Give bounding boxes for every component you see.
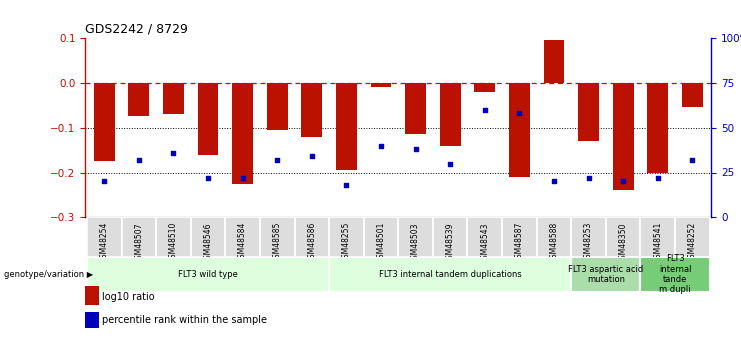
FancyBboxPatch shape: [329, 257, 571, 292]
Point: [582, 175, 594, 181]
Text: GSM48255: GSM48255: [342, 222, 351, 264]
Text: GSM48503: GSM48503: [411, 222, 420, 264]
Bar: [578, 83, 599, 141]
FancyBboxPatch shape: [468, 217, 502, 257]
FancyBboxPatch shape: [433, 217, 468, 257]
Point: [686, 157, 698, 163]
Text: GSM48252: GSM48252: [688, 222, 697, 263]
Bar: [613, 83, 634, 190]
Text: GSM48543: GSM48543: [480, 222, 489, 264]
Bar: [232, 83, 253, 184]
Text: GSM48501: GSM48501: [376, 222, 385, 264]
Text: GSM48586: GSM48586: [308, 222, 316, 264]
Bar: [544, 40, 565, 83]
Point: [236, 175, 248, 181]
Text: GSM48507: GSM48507: [134, 222, 143, 264]
FancyBboxPatch shape: [398, 217, 433, 257]
Point: [306, 154, 318, 159]
Text: GSM48588: GSM48588: [550, 222, 559, 263]
FancyBboxPatch shape: [87, 257, 329, 292]
FancyBboxPatch shape: [329, 217, 364, 257]
Point: [202, 175, 214, 181]
FancyBboxPatch shape: [675, 217, 710, 257]
Point: [340, 182, 352, 188]
Bar: [267, 83, 288, 130]
Text: log10 ratio: log10 ratio: [102, 292, 154, 302]
FancyBboxPatch shape: [640, 257, 710, 292]
Bar: [198, 83, 219, 155]
Bar: [370, 83, 391, 87]
Text: GSM48253: GSM48253: [584, 222, 593, 264]
Bar: [509, 83, 530, 177]
Text: GSM48539: GSM48539: [445, 222, 455, 264]
FancyBboxPatch shape: [260, 217, 294, 257]
Text: GSM48585: GSM48585: [273, 222, 282, 264]
Bar: [336, 83, 356, 170]
Point: [375, 143, 387, 148]
FancyBboxPatch shape: [536, 217, 571, 257]
Text: percentile rank within the sample: percentile rank within the sample: [102, 315, 267, 325]
FancyBboxPatch shape: [294, 217, 329, 257]
Point: [410, 146, 422, 152]
FancyBboxPatch shape: [156, 217, 190, 257]
Bar: [94, 83, 115, 161]
FancyBboxPatch shape: [502, 217, 536, 257]
Bar: [682, 83, 702, 107]
Text: FLT3 aspartic acid
mutation: FLT3 aspartic acid mutation: [568, 265, 643, 284]
FancyBboxPatch shape: [606, 217, 640, 257]
Bar: [405, 83, 426, 134]
Point: [133, 157, 144, 163]
Point: [548, 179, 560, 184]
Point: [479, 107, 491, 112]
Text: GSM48541: GSM48541: [654, 222, 662, 264]
Point: [445, 161, 456, 166]
Point: [271, 157, 283, 163]
FancyBboxPatch shape: [571, 217, 606, 257]
Point: [167, 150, 179, 156]
Text: GSM48587: GSM48587: [515, 222, 524, 264]
FancyBboxPatch shape: [87, 217, 122, 257]
Bar: [302, 83, 322, 137]
Point: [617, 179, 629, 184]
Text: GSM48584: GSM48584: [238, 222, 247, 264]
Text: FLT3 internal tandem duplications: FLT3 internal tandem duplications: [379, 270, 522, 279]
FancyBboxPatch shape: [364, 217, 398, 257]
Text: GSM48350: GSM48350: [619, 222, 628, 264]
FancyBboxPatch shape: [122, 217, 156, 257]
Point: [99, 179, 110, 184]
Text: GSM48546: GSM48546: [204, 222, 213, 264]
Bar: [648, 83, 668, 172]
Bar: [440, 83, 461, 146]
Bar: [474, 83, 495, 92]
Point: [652, 175, 664, 181]
Bar: [163, 83, 184, 114]
Text: GSM48254: GSM48254: [100, 222, 109, 264]
FancyBboxPatch shape: [640, 217, 675, 257]
FancyBboxPatch shape: [190, 217, 225, 257]
Point: [514, 110, 525, 116]
Bar: [128, 83, 149, 116]
FancyBboxPatch shape: [225, 217, 260, 257]
Text: genotype/variation ▶: genotype/variation ▶: [4, 270, 93, 279]
FancyBboxPatch shape: [571, 257, 640, 292]
Text: GSM48510: GSM48510: [169, 222, 178, 264]
Text: FLT3 wild type: FLT3 wild type: [178, 270, 238, 279]
Text: FLT3
internal
tande
m dupli: FLT3 internal tande m dupli: [659, 254, 691, 294]
Text: GDS2242 / 8729: GDS2242 / 8729: [85, 22, 188, 36]
